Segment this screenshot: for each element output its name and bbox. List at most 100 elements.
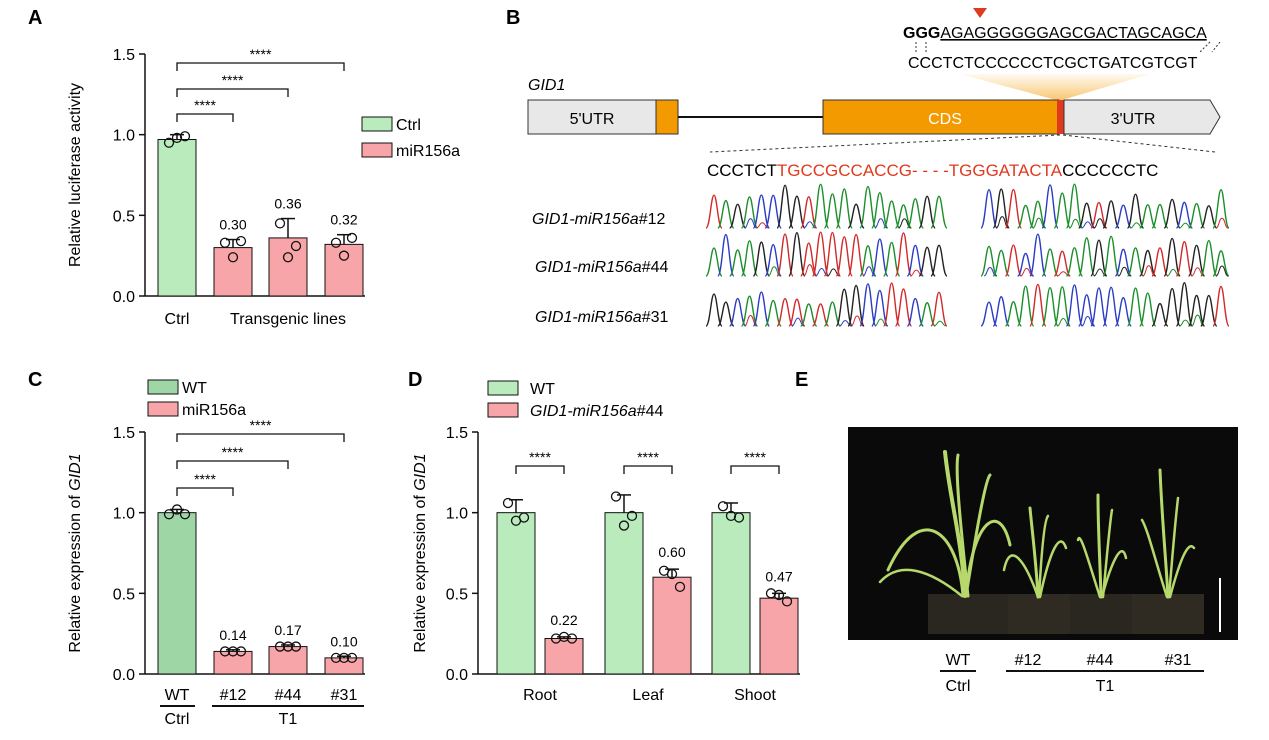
line-label-12-gene: GID1-miR156a	[532, 211, 639, 228]
photo-label-44: #44	[1087, 652, 1114, 669]
chromatogram-minor-peak	[1093, 218, 1107, 229]
chart-c: 0.0 0.5 1.0 1.5 Relative expression of GID1 0…	[67, 379, 365, 728]
significance-label: ****	[222, 444, 244, 460]
chromatogram-peak	[992, 249, 1010, 277]
chromatogram-peak	[1102, 200, 1120, 229]
data-point	[163, 509, 175, 520]
data-point	[330, 652, 342, 664]
chromatogram-peak	[823, 193, 842, 229]
y-tick-label: 0.0	[113, 667, 135, 684]
data-point	[346, 232, 358, 244]
data-point	[290, 240, 302, 252]
legend-label: GID1-miR156a#44	[530, 403, 664, 420]
target-site	[1057, 100, 1064, 134]
chromatogram-peak	[1126, 193, 1145, 229]
data-point	[290, 641, 302, 652]
chromatogram-peak	[705, 293, 723, 327]
chromatogram-minor-peak	[1081, 315, 1094, 327]
y-axis-label: Relative expression of GID1	[412, 453, 429, 652]
legend-label: WT	[530, 381, 555, 398]
photo-label-wt: WT	[946, 652, 971, 669]
chromatogram-peak	[764, 194, 782, 229]
chromatogram-peak	[705, 247, 723, 277]
chromatogram-peak	[871, 192, 889, 229]
chromatogram-peak	[980, 188, 998, 229]
chromatogram-peak	[1114, 204, 1132, 229]
chromatogram-peak	[717, 233, 735, 277]
panel-label-b: B	[506, 7, 520, 29]
utr5-label: 5'UTR	[570, 111, 615, 128]
significance-label: ****	[637, 449, 659, 465]
line-label-12-suffix: #12	[639, 211, 666, 228]
data-label: 0.30	[219, 217, 246, 233]
chromatogram-peak	[776, 184, 794, 229]
target-sequence: AGAGGGGGGAGCGACTAGCAGCA	[940, 25, 1207, 42]
panel-b: GGGAGAGGGGGGAGCGACTAGCAGCA CCCTCTCCCCCCT…	[527, 8, 1230, 327]
chromatogram-peak	[906, 244, 925, 277]
chromatogram-peak	[918, 246, 936, 277]
significance-bracket	[515, 465, 565, 474]
chromatogram-peak	[788, 195, 806, 229]
chromatogram-peak	[882, 282, 901, 327]
chromatogram-peak	[728, 249, 747, 277]
data-point	[717, 501, 729, 512]
chromatogram-peak	[1175, 201, 1194, 229]
alignment-right: CCCCCCTC	[1062, 161, 1158, 180]
x-tick-label: Shoot	[734, 687, 776, 704]
chromatogram-minor-peak	[995, 216, 1009, 229]
chromatogram-peak	[1200, 294, 1218, 327]
cut-site-marker	[973, 8, 987, 18]
panel-e: WT #12 #44 #31 Ctrl T1	[848, 427, 1238, 695]
significance-label: ****	[529, 449, 551, 465]
chart-a: 0.0 0.5 1.0 1.5 Relative luciferase activity…	[67, 46, 460, 328]
chromatogram-peak	[906, 297, 925, 327]
y-tick-label: 0.5	[446, 586, 468, 603]
chromatogram-minor-peak	[1215, 265, 1229, 277]
data-point	[282, 641, 294, 652]
data-label: 0.10	[330, 633, 357, 649]
data-point	[550, 633, 562, 644]
chromatogram-peak	[752, 241, 771, 277]
chromatogram-peak	[729, 203, 747, 229]
data-point	[282, 252, 294, 263]
data-point	[765, 588, 777, 599]
y-tick-label: 0.0	[446, 667, 468, 684]
chromatogram-peak	[1041, 287, 1059, 327]
significance-label: ****	[222, 72, 244, 88]
chromatogram-peak	[752, 194, 771, 229]
data-label: 0.47	[765, 568, 792, 584]
chromatogram-peak	[882, 200, 901, 229]
chromatogram-peak	[1077, 237, 1096, 277]
significance-bracket	[176, 88, 289, 97]
data-point	[346, 652, 358, 664]
target-zoom-fan	[960, 74, 1150, 100]
chromatogram-peak	[859, 185, 877, 229]
significance-label: ****	[250, 46, 272, 62]
chromatogram-peak	[859, 245, 877, 277]
chromatogram-peak	[1102, 235, 1120, 277]
chart-d: 0.0 0.5 1.0 1.5 Relative expression of GID1 0…	[412, 380, 800, 704]
significance-bracket	[176, 460, 289, 469]
data-point	[163, 137, 175, 148]
x-tick-label: #44	[275, 687, 302, 704]
data-point	[781, 596, 793, 607]
significance-bracket	[730, 465, 780, 474]
data-point	[773, 589, 785, 601]
line-label-31-suffix: #31	[642, 309, 669, 326]
line-label-44: GID1-miR156a#44	[535, 259, 669, 276]
significance-bracket	[176, 487, 234, 496]
chromatogram-peak	[764, 299, 782, 327]
chromatogram-peak	[1200, 205, 1218, 229]
y-tick-label: 1.0	[113, 506, 135, 523]
x-tick-label: #31	[331, 687, 358, 704]
data-point	[235, 646, 247, 657]
alignment-left: CCCTCT	[707, 161, 777, 180]
chromatogram-peak	[1004, 301, 1023, 327]
chromatogram-peak	[764, 244, 782, 277]
data-point	[219, 646, 231, 657]
chromatogram-peak	[1139, 204, 1157, 229]
chromatogram-peak	[705, 194, 723, 229]
chromatogram-peak	[1090, 201, 1108, 229]
chromatogram-peak	[800, 196, 818, 229]
legend-label: miR156a	[182, 402, 246, 419]
